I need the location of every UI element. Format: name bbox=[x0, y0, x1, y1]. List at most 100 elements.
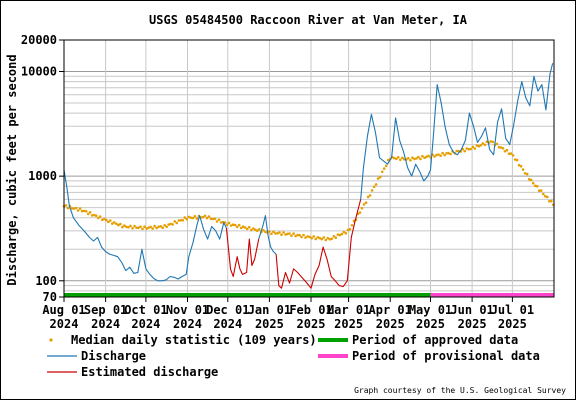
median-point bbox=[392, 156, 396, 160]
median-point bbox=[306, 235, 310, 238]
legend-label: Estimated discharge bbox=[81, 365, 218, 379]
median-point bbox=[471, 145, 475, 149]
median-point bbox=[501, 147, 505, 150]
median-point bbox=[201, 215, 205, 219]
median-point bbox=[280, 233, 283, 236]
x-tick-label: Dec 01 bbox=[206, 303, 249, 317]
median-point bbox=[175, 221, 179, 225]
median-point bbox=[64, 204, 68, 207]
median-point bbox=[298, 233, 301, 237]
x-tick-label: Sep 01 bbox=[84, 303, 127, 317]
period-bar bbox=[64, 293, 431, 297]
discharge-line bbox=[258, 215, 277, 255]
median-point bbox=[111, 222, 114, 225]
median-point bbox=[539, 189, 543, 192]
median-point bbox=[177, 219, 181, 222]
median-point bbox=[449, 152, 452, 156]
median-point bbox=[314, 237, 318, 241]
median-point bbox=[78, 207, 82, 210]
median-point bbox=[499, 146, 503, 149]
median-point bbox=[328, 238, 332, 241]
median-point bbox=[290, 234, 293, 237]
median-point bbox=[332, 235, 336, 238]
median-point bbox=[203, 214, 207, 218]
median-point bbox=[239, 226, 243, 230]
median-point bbox=[477, 144, 481, 148]
median-point bbox=[183, 216, 187, 219]
median-point bbox=[245, 227, 249, 231]
x-tick-label: May 01 bbox=[409, 303, 452, 317]
median-point bbox=[237, 223, 241, 227]
median-point bbox=[161, 226, 164, 229]
median-point bbox=[473, 147, 477, 150]
median-point bbox=[195, 217, 199, 220]
median-point bbox=[310, 237, 314, 240]
legend-swatch-median bbox=[49, 338, 53, 342]
median-point bbox=[276, 232, 279, 235]
median-point bbox=[386, 158, 390, 162]
y-tick-label: 1000 bbox=[28, 169, 57, 183]
median-point bbox=[304, 236, 307, 239]
x-tick-label: Oct 01 bbox=[124, 303, 167, 317]
median-point bbox=[413, 157, 416, 161]
median-point bbox=[233, 223, 237, 227]
median-point bbox=[515, 158, 519, 162]
median-point bbox=[322, 236, 326, 239]
median-point bbox=[302, 233, 305, 237]
median-point bbox=[191, 216, 195, 220]
discharge-line bbox=[360, 63, 554, 200]
median-point bbox=[370, 189, 374, 192]
median-point bbox=[86, 212, 90, 216]
median-point bbox=[463, 149, 467, 153]
median-point bbox=[123, 224, 126, 227]
median-point bbox=[282, 231, 285, 234]
median-point bbox=[537, 189, 541, 192]
median-point bbox=[74, 206, 78, 210]
legend-swatch-bar bbox=[318, 338, 348, 342]
median-point bbox=[350, 224, 354, 227]
median-point bbox=[489, 140, 493, 143]
median-point bbox=[376, 177, 380, 180]
median-point bbox=[395, 157, 398, 161]
median-point bbox=[92, 213, 96, 217]
median-point bbox=[318, 236, 322, 240]
median-point bbox=[88, 211, 92, 214]
median-point bbox=[433, 155, 436, 158]
legend: Median daily statistic (109 years) Period… bbox=[47, 333, 540, 379]
median-point bbox=[495, 142, 499, 146]
median-point bbox=[270, 232, 273, 236]
x-tick-label: Feb 01 bbox=[289, 303, 332, 317]
median-point bbox=[129, 224, 132, 228]
median-point bbox=[550, 199, 553, 203]
median-point bbox=[187, 215, 191, 219]
median-point bbox=[427, 154, 430, 158]
median-point bbox=[338, 233, 342, 237]
median-point bbox=[241, 225, 245, 228]
median-point bbox=[147, 226, 150, 229]
median-point bbox=[105, 218, 108, 222]
median-point bbox=[483, 143, 487, 147]
median-point bbox=[231, 223, 235, 226]
median-point bbox=[272, 230, 275, 233]
median-point bbox=[66, 206, 70, 210]
median-point bbox=[155, 226, 158, 230]
median-point bbox=[121, 225, 124, 229]
x-tick-year: 2025 bbox=[376, 317, 405, 331]
median-point bbox=[243, 226, 247, 229]
median-point bbox=[217, 218, 221, 221]
legend-swatch-bar bbox=[318, 354, 348, 358]
median-point bbox=[165, 225, 168, 229]
median-point bbox=[171, 223, 174, 226]
median-point bbox=[481, 142, 485, 145]
median-point bbox=[255, 229, 259, 232]
median-point bbox=[163, 224, 166, 227]
median-point bbox=[252, 227, 255, 230]
median-point bbox=[213, 217, 217, 221]
median-point bbox=[179, 219, 183, 222]
median-point bbox=[419, 157, 422, 161]
median-point bbox=[294, 234, 297, 238]
median-point bbox=[193, 215, 197, 218]
